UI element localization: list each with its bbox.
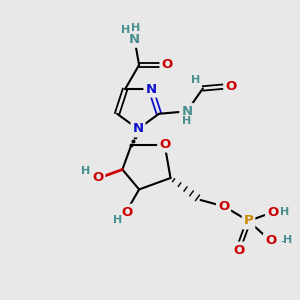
Text: -: - — [280, 236, 284, 246]
Text: N: N — [181, 105, 192, 118]
Text: H: H — [182, 116, 191, 126]
Text: O: O — [225, 80, 236, 93]
Text: O: O — [92, 171, 103, 184]
Text: N: N — [132, 122, 144, 136]
Text: O: O — [159, 138, 170, 151]
Text: P: P — [244, 214, 254, 227]
Text: O: O — [218, 200, 229, 214]
Text: O: O — [161, 58, 173, 71]
Text: H: H — [131, 23, 140, 33]
Text: O: O — [265, 235, 276, 248]
Text: H: H — [113, 215, 123, 225]
Text: H: H — [280, 207, 289, 217]
Text: O: O — [267, 206, 278, 218]
Text: H: H — [191, 75, 200, 85]
Text: H: H — [81, 166, 91, 176]
Text: H: H — [283, 235, 292, 245]
Text: N: N — [129, 33, 140, 46]
Text: O: O — [233, 244, 244, 256]
Text: H: H — [121, 25, 130, 35]
Text: N: N — [146, 83, 157, 96]
Text: O: O — [122, 206, 133, 219]
